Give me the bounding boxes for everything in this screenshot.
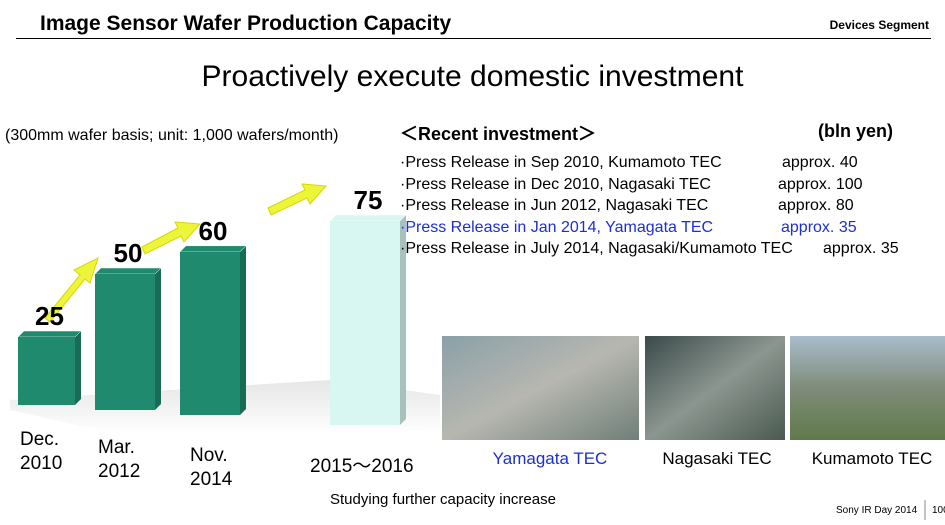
photo-caption: Kumamoto TEC: [811, 449, 933, 468]
bar-top: [179, 245, 247, 253]
x-tick-label: 2015～2016: [310, 456, 414, 477]
investment-item: ·Press Release in July 2014, Nagasaki/Ku…: [400, 240, 793, 257]
investment-amount: approx. 40: [782, 154, 858, 171]
bar: [18, 337, 75, 405]
headline: Proactively execute domestic investment: [201, 60, 744, 93]
investment-amount: approx. 100: [778, 175, 863, 193]
page-number: 100: [932, 505, 945, 516]
x-tick-label: Nov. 2014: [190, 445, 233, 490]
investment-amount: approx. 80: [778, 197, 854, 214]
investment-item: ·Press Release in Jan 2014, Yamagata TEC: [400, 218, 714, 236]
photo-caption: Nagasaki TEC: [662, 449, 772, 468]
photo-caption: Yamagata TEC: [492, 449, 608, 468]
bar-side: [240, 245, 246, 415]
x-tick-label: Mar. 2012: [98, 437, 141, 482]
investment-title: ＜Recent investment＞: [400, 124, 597, 144]
title: Image Sensor Wafer Production Capacity: [40, 12, 452, 35]
segment: Devices Segment: [829, 18, 929, 32]
photo-nagasaki: [645, 336, 785, 440]
investment-amount: approx. 35: [823, 240, 899, 257]
investment-amount: approx. 35: [781, 218, 857, 236]
investment-item: ·Press Release in Jun 2012, Nagasaki TEC: [400, 197, 709, 214]
bar-top: [17, 330, 82, 338]
bar: [330, 221, 400, 425]
bar-side: [400, 215, 406, 425]
footer-event: Sony IR Day 2014: [836, 505, 918, 516]
photo-yamagata: [442, 336, 639, 440]
value-label: 50: [114, 238, 143, 268]
chart-note: Studying further capacity increase: [330, 491, 556, 508]
chart-subtitle: (300mm wafer basis; unit: 1,000 wafers/m…: [5, 127, 339, 144]
investment-item: ·Press Release in Sep 2010, Kumamoto TEC: [400, 154, 722, 171]
value-label: 25: [35, 301, 64, 331]
title-rule: [16, 38, 931, 39]
bar: [95, 274, 155, 410]
value-label: 60: [199, 216, 228, 246]
arrows: [44, 183, 328, 323]
bar-side: [75, 331, 81, 405]
investment-unit: (bln yen): [818, 121, 893, 141]
value-label: 75: [354, 185, 383, 215]
photo-kumamoto: [790, 336, 945, 440]
bar-top: [94, 267, 162, 275]
x-tick-label: Dec. 2010: [20, 429, 63, 474]
bar-top: [329, 214, 407, 222]
bar: [180, 251, 240, 415]
bar-side: [155, 268, 161, 410]
investment-item: ·Press Release in Dec 2010, Nagasaki TEC: [400, 175, 711, 193]
